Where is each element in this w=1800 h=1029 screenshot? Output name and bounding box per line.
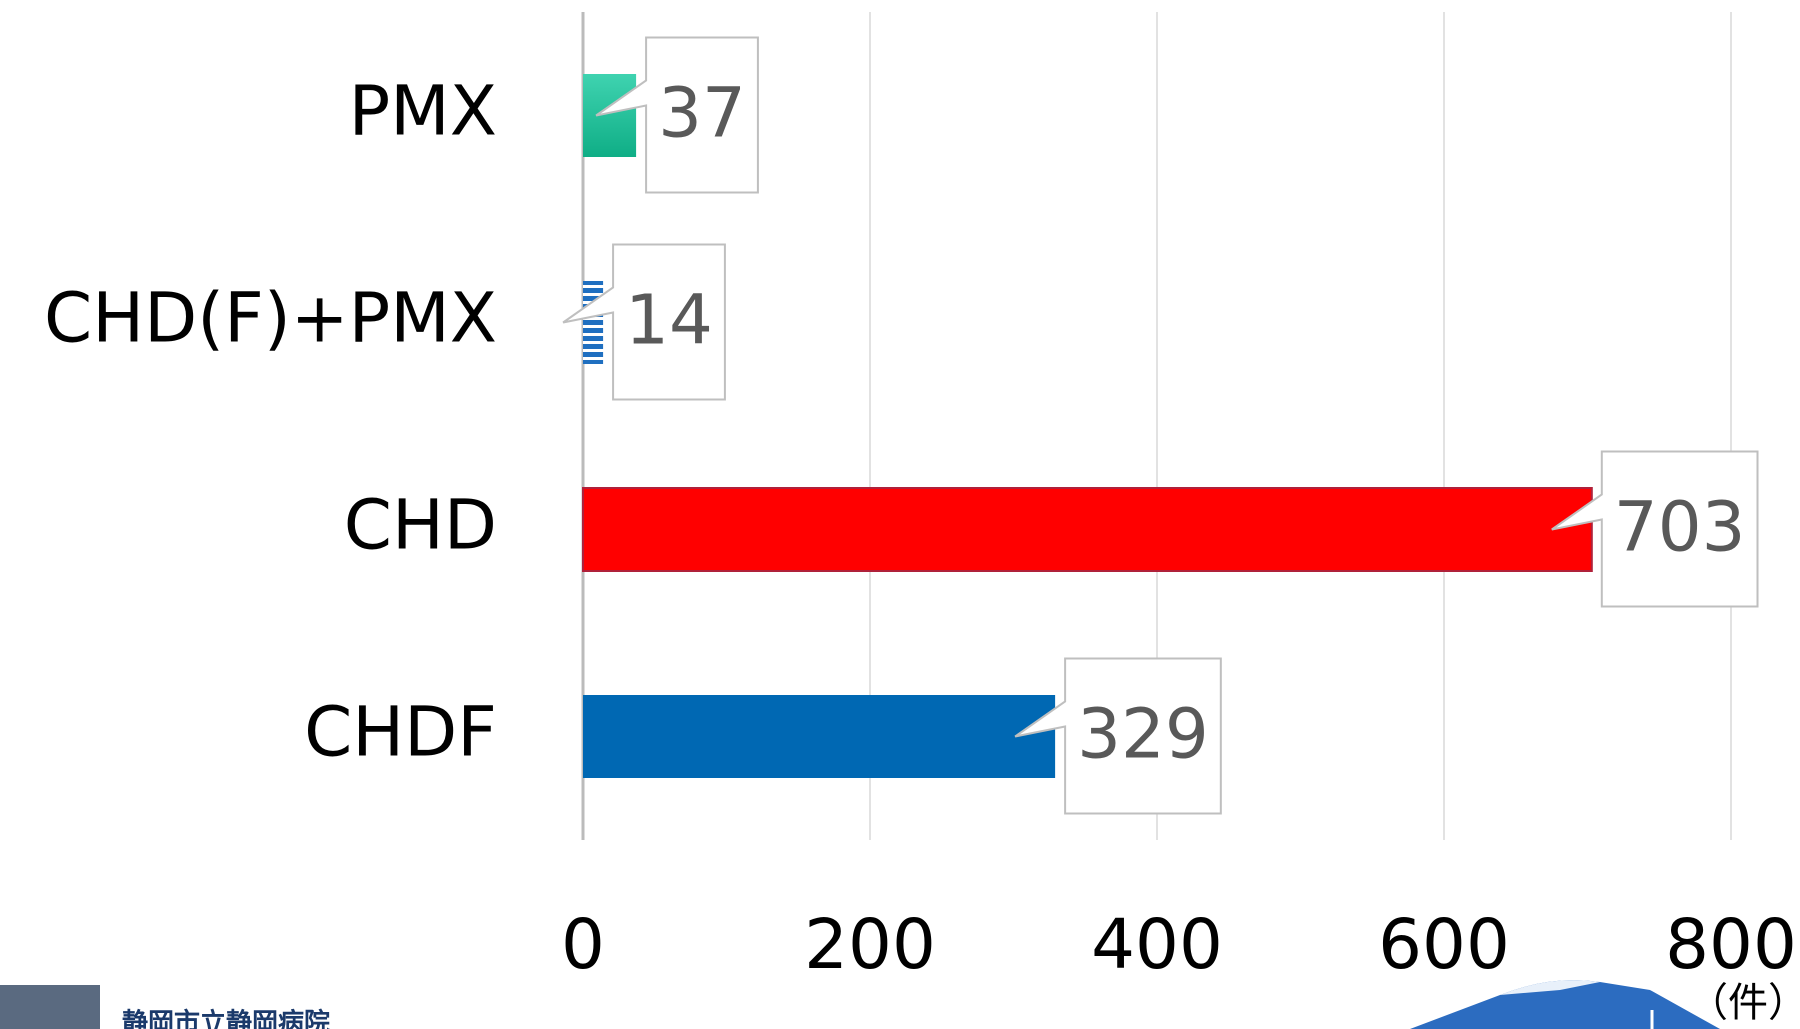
y-tick-label: CHD(F)+PMX <box>44 279 497 359</box>
x-tick-label: 0 <box>561 905 605 985</box>
bar <box>583 281 603 364</box>
bar <box>583 74 636 157</box>
x-unit: （件） <box>1688 980 1800 1026</box>
y-tick-label: CHD <box>344 486 497 566</box>
logo-text: 静岡市立静岡病院 <box>122 1008 330 1029</box>
data-label: 14 <box>625 281 713 361</box>
data-label: 329 <box>1077 695 1209 775</box>
chart: 静岡市立静岡病院 （件） 0 200 400 600 800 PMX 37 CHD(F)+PM… <box>0 0 1800 1029</box>
x-tick-label: 200 <box>804 905 936 985</box>
x-tick-label: 800 <box>1665 905 1797 985</box>
y-tick-label: PMX <box>349 72 497 152</box>
bar <box>583 488 1592 571</box>
x-tick-label: 400 <box>1091 905 1223 985</box>
data-label: 37 <box>658 74 746 154</box>
logo-building <box>0 985 100 1029</box>
bar <box>583 695 1055 778</box>
x-tick-label: 600 <box>1378 905 1510 985</box>
data-label: 703 <box>1614 488 1746 568</box>
y-tick-label: CHDF <box>304 693 497 773</box>
